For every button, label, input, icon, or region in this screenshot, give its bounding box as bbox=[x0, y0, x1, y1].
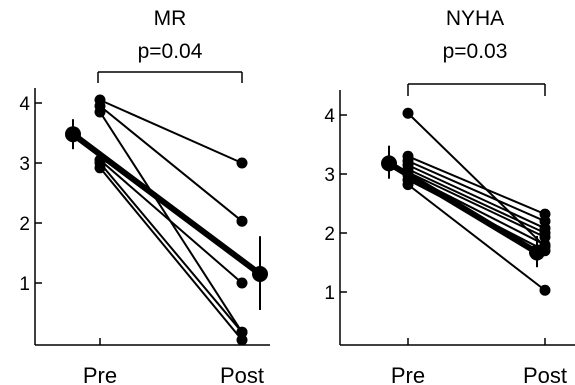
y-tick-label: 3 bbox=[19, 154, 30, 175]
individual-line bbox=[407, 171, 546, 239]
chart-subtitle-mr: p=0.04 bbox=[138, 40, 203, 63]
post-point bbox=[236, 326, 248, 338]
individual-line bbox=[99, 99, 243, 164]
significance-bracket-mr bbox=[97, 71, 243, 83]
post-point bbox=[539, 284, 551, 296]
post-point bbox=[236, 215, 248, 227]
individual-line bbox=[99, 105, 243, 222]
data-marks-mr bbox=[65, 94, 268, 346]
y-tick-label: 1 bbox=[19, 274, 30, 295]
chart-title-nyha: NYHA bbox=[446, 7, 504, 30]
mean-line bbox=[387, 160, 539, 256]
panel-mr: MR p=0.04 1 2 3 4 Pre Post bbox=[19, 7, 270, 385]
pre-point bbox=[94, 162, 106, 174]
post-mean-point bbox=[252, 266, 268, 282]
data-marks-nyha bbox=[381, 107, 551, 296]
post-mean-point bbox=[529, 244, 545, 261]
y-tick-label: 3 bbox=[324, 165, 335, 186]
x-category-pre-nyha: Pre bbox=[391, 363, 425, 385]
mean-line bbox=[71, 131, 262, 277]
individual-line bbox=[99, 162, 243, 333]
y-tick-label: 2 bbox=[324, 224, 335, 245]
x-category-post-nyha: Post bbox=[523, 363, 567, 385]
post-point bbox=[236, 334, 248, 346]
x-category-post-mr: Post bbox=[220, 363, 264, 385]
y-tick-label: 4 bbox=[324, 106, 335, 127]
individual-line bbox=[407, 168, 546, 234]
pre-point bbox=[94, 106, 106, 118]
post-point bbox=[236, 157, 248, 169]
pre-point bbox=[402, 179, 414, 191]
panel-nyha: NYHA p=0.03 1 2 3 4 Pre Post bbox=[324, 7, 575, 385]
pre-mean-point bbox=[65, 126, 81, 143]
y-tick-label: 1 bbox=[324, 283, 335, 304]
individual-line bbox=[407, 160, 546, 223]
axes-mr: 1 2 3 4 bbox=[19, 88, 270, 346]
chart-subtitle-nyha: p=0.03 bbox=[443, 40, 508, 63]
individual-line bbox=[99, 159, 243, 284]
x-category-pre-mr: Pre bbox=[83, 363, 117, 385]
significance-bracket-nyha bbox=[407, 83, 546, 96]
individual-line bbox=[407, 112, 546, 248]
chart-title-mr: MR bbox=[154, 7, 187, 30]
individual-line bbox=[407, 183, 546, 292]
pre-mean-point bbox=[381, 155, 397, 172]
individual-line bbox=[407, 164, 546, 230]
y-tick-label: 4 bbox=[19, 94, 30, 115]
individual-line bbox=[99, 167, 243, 341]
individual-line bbox=[407, 155, 546, 216]
post-point bbox=[236, 277, 248, 289]
y-tick-label: 2 bbox=[19, 214, 30, 235]
axes-nyha: 1 2 3 4 bbox=[324, 90, 575, 346]
post-point bbox=[539, 231, 551, 243]
pre-point bbox=[402, 107, 414, 119]
